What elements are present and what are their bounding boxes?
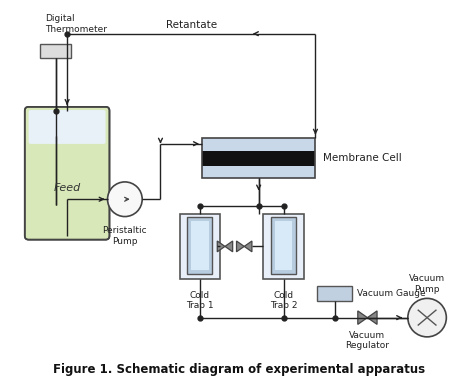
Polygon shape bbox=[358, 311, 367, 324]
Bar bbox=[40, 44, 71, 58]
Polygon shape bbox=[217, 241, 225, 252]
Text: Vacuum Gauge: Vacuum Gauge bbox=[357, 289, 426, 298]
Bar bbox=[191, 221, 209, 270]
FancyBboxPatch shape bbox=[25, 107, 109, 239]
Bar bbox=[264, 214, 304, 279]
Polygon shape bbox=[367, 311, 377, 324]
Bar bbox=[202, 151, 315, 166]
FancyBboxPatch shape bbox=[28, 110, 106, 144]
Text: Retantate: Retantate bbox=[166, 20, 217, 30]
Bar bbox=[202, 137, 315, 151]
Text: Feed: Feed bbox=[54, 183, 81, 193]
Polygon shape bbox=[244, 241, 252, 252]
Text: Figure 1. Schematic diagram of experimental apparatus: Figure 1. Schematic diagram of experimen… bbox=[54, 363, 426, 376]
Polygon shape bbox=[237, 241, 244, 252]
Bar bbox=[271, 216, 296, 274]
Text: Cold
Trap 1: Cold Trap 1 bbox=[186, 291, 214, 310]
Circle shape bbox=[408, 298, 447, 337]
Text: Peristaltic
Pump: Peristaltic Pump bbox=[102, 226, 147, 246]
Text: Vacuum
Regulator: Vacuum Regulator bbox=[346, 331, 390, 350]
Text: Digital
Thermometer: Digital Thermometer bbox=[45, 14, 107, 34]
Polygon shape bbox=[225, 241, 233, 252]
Bar bbox=[202, 166, 315, 178]
Text: Cold
Trap 2: Cold Trap 2 bbox=[270, 291, 297, 310]
Text: Membrane Cell: Membrane Cell bbox=[323, 153, 402, 163]
Bar bbox=[180, 214, 220, 279]
Circle shape bbox=[108, 182, 142, 216]
Bar bbox=[275, 221, 292, 270]
Bar bbox=[318, 286, 352, 301]
Bar bbox=[187, 216, 212, 274]
Text: Vacuum
Pump: Vacuum Pump bbox=[409, 274, 445, 293]
Bar bbox=[202, 137, 315, 178]
